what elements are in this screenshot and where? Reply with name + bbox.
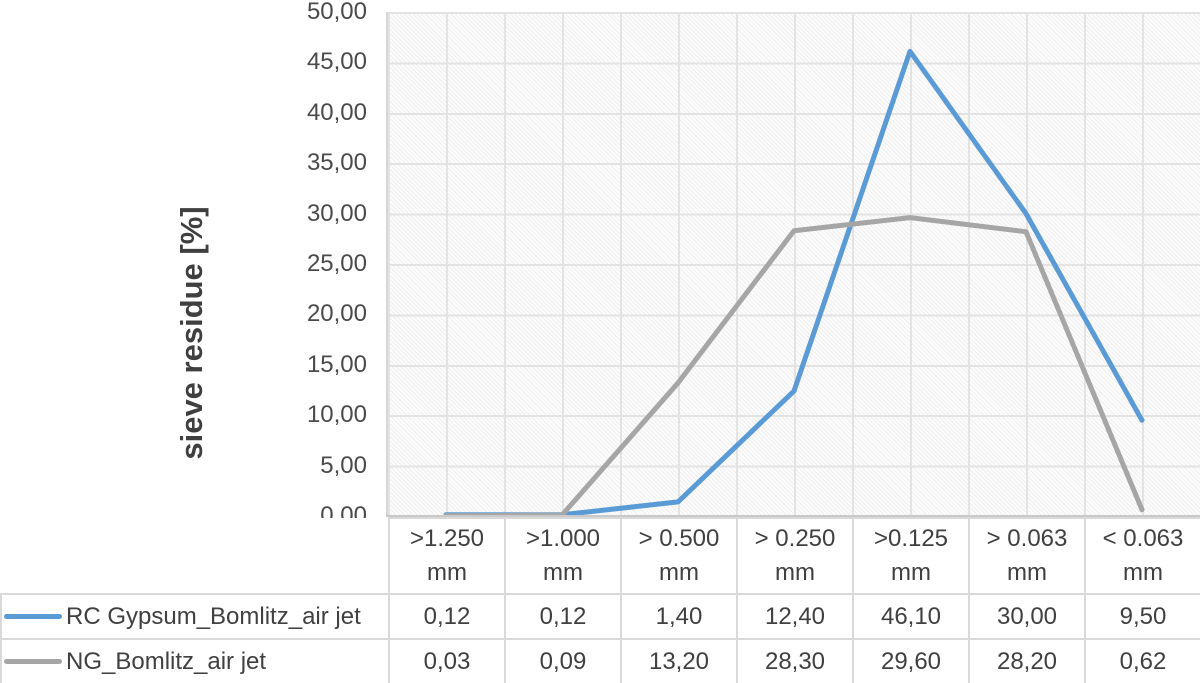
y-tick-label: 35,00 — [306, 149, 367, 177]
column-header: >1.000 mm — [504, 517, 622, 595]
plot-area — [388, 12, 1200, 519]
table-corner-blank — [1, 518, 389, 594]
series-row-1: NG_Bomlitz_air jet 0,03 0,09 13,20 28,30 29,6… — [0, 638, 1200, 683]
legend-line-swatch — [4, 659, 62, 664]
line-series-layer — [443, 48, 1145, 519]
value-cell: 30,00 — [968, 593, 1086, 640]
series-line-1 — [443, 215, 1145, 519]
value-cell: 13,20 — [620, 638, 738, 683]
column-header: >0.125 mm — [852, 517, 970, 595]
value-cell: 1,40 — [620, 593, 738, 640]
y-tick-label: 50,00 — [306, 0, 367, 25]
y-tick-label: 25,00 — [306, 250, 367, 277]
category-header-row: >1.250 mm >1.000 mm > 0.500 mm > 0.250 mm >0… — [1, 517, 1200, 595]
value-cell: 9,50 — [1084, 593, 1200, 640]
value-cell: 0,12 — [388, 593, 506, 640]
data-table: >1.250 mm >1.000 mm > 0.500 mm > 0.250 mm >0… — [0, 517, 1200, 683]
legend-label: RC Gypsum_Bomlitz_air jet — [66, 602, 361, 630]
y-axis-line — [386, 12, 388, 517]
series-row-0: RC Gypsum_Bomlitz_air jet 0,12 0,12 1,40 12,… — [0, 593, 1200, 640]
value-cell: 0,03 — [388, 638, 506, 683]
x-axis-line — [386, 515, 1200, 517]
y-tick-label: 45,00 — [306, 48, 367, 76]
column-header: >1.250 mm — [388, 517, 506, 595]
column-header: > 0.063 mm — [968, 517, 1086, 595]
y-tick-label: 30,00 — [306, 199, 367, 227]
y-tick-label: 5,00 — [320, 451, 367, 479]
legend-cell: RC Gypsum_Bomlitz_air jet — [0, 593, 390, 640]
y-tick-label: 40,00 — [306, 98, 367, 126]
value-cell: 0,09 — [504, 638, 622, 683]
column-header: < 0.063 mm — [1084, 517, 1200, 595]
value-cell: 46,10 — [852, 593, 970, 640]
column-header: > 0.250 mm — [736, 517, 854, 595]
y-tick-label: 15,00 — [306, 350, 367, 378]
column-header: > 0.500 mm — [620, 517, 738, 595]
value-cell: 12,40 — [736, 593, 854, 640]
series-line-0 — [443, 48, 1145, 518]
value-cell: 28,20 — [968, 638, 1086, 683]
value-cell: 29,60 — [852, 638, 970, 683]
legend-cell: NG_Bomlitz_air jet — [0, 638, 390, 683]
y-tick-label: 10,00 — [306, 401, 367, 429]
legend-line-swatch — [4, 614, 62, 619]
value-cell: 0,12 — [504, 593, 622, 640]
y-axis-tick-labels: 50,00 45,00 40,00 35,00 30,00 25,00 20,00 15,00… — [0, 0, 367, 540]
value-cell: 0,62 — [1084, 638, 1200, 683]
legend-label: NG_Bomlitz_air jet — [66, 647, 267, 675]
y-tick-label: 20,00 — [306, 300, 367, 328]
value-cell: 28,30 — [736, 638, 854, 683]
